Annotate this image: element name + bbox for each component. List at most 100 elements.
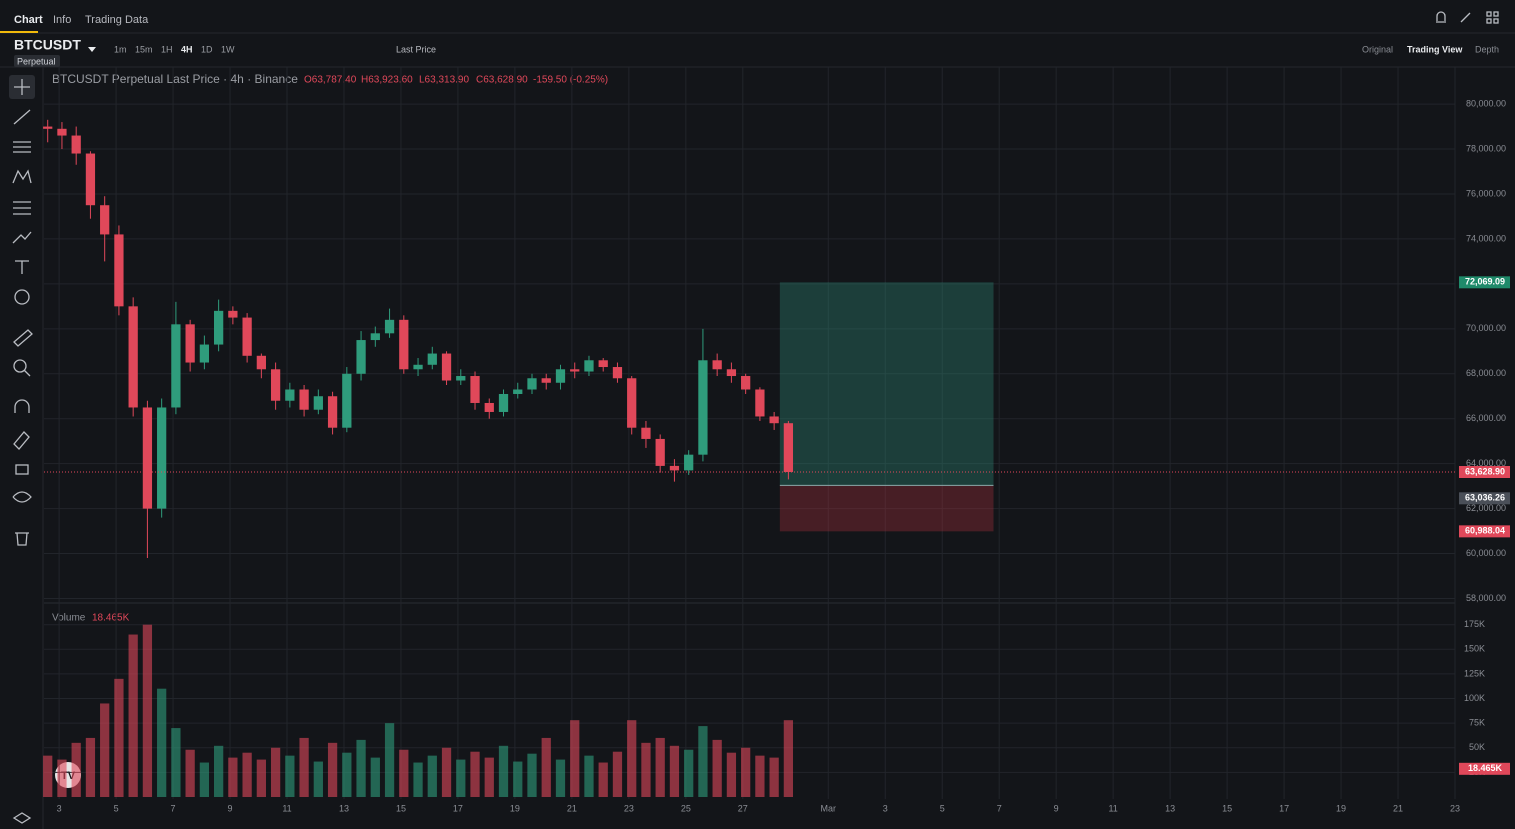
volume-bar: [356, 739, 366, 797]
interval[interactable]: 1H: [161, 44, 173, 54]
volume-bar: [370, 757, 380, 797]
candle-body: [669, 465, 680, 471]
y-tick-label: 58,000.00: [1466, 593, 1506, 603]
volume-bar: [513, 761, 523, 797]
candle-body: [342, 373, 352, 428]
candle-body: [228, 310, 238, 318]
volume-bar: [114, 678, 124, 797]
volume-bar: [783, 720, 794, 797]
x-tick-label: 7: [171, 803, 176, 813]
volume-bar: [299, 737, 309, 797]
candle-body: [441, 353, 452, 381]
x-tick-label: 9: [228, 803, 233, 813]
interval[interactable]: 4H: [181, 44, 193, 54]
volume-bar: [741, 747, 751, 797]
tab[interactable]: Info: [53, 14, 71, 26]
legend-high: H63,923.60: [361, 75, 413, 86]
candle-body: [527, 378, 537, 390]
volume-bar: [555, 759, 566, 797]
x-tick-label: 19: [510, 803, 520, 813]
volume-bar: [85, 737, 96, 797]
interval[interactable]: 1W: [221, 44, 235, 54]
interval[interactable]: 1D: [201, 44, 213, 54]
candle-body: [598, 360, 608, 368]
interval[interactable]: 15m: [135, 44, 153, 54]
volume-bar: [484, 757, 494, 797]
volume-bar: [171, 728, 181, 797]
candle-body: [285, 389, 295, 401]
price-type[interactable]: Last Price: [396, 44, 436, 54]
x-tick-label: 7: [997, 803, 1002, 813]
volume-bar: [142, 624, 153, 797]
volume-bar: [726, 752, 737, 797]
view[interactable]: Trading View: [1407, 44, 1463, 54]
symbol[interactable]: BTCUSDT: [14, 37, 81, 53]
candle-body: [698, 360, 708, 455]
x-tick-label: 13: [339, 803, 349, 813]
candle-body: [57, 128, 67, 136]
interval[interactable]: 1m: [114, 44, 127, 54]
volume-bar: [270, 747, 281, 797]
y-tick-label: 68,000.00: [1466, 368, 1506, 378]
candle-body: [627, 378, 637, 428]
tab[interactable]: Trading Data: [85, 14, 149, 26]
candle-body: [100, 205, 110, 235]
candle-body: [498, 393, 509, 412]
candle-body: [584, 360, 594, 372]
last-price-label-bg: [1459, 466, 1510, 479]
volume-bar: [71, 742, 81, 797]
candle-body: [684, 454, 694, 471]
volume-bar: [214, 745, 224, 797]
x-tick-label: 5: [940, 803, 945, 813]
y-tick-label: 64,000.00: [1466, 458, 1506, 468]
x-tick-label: 21: [567, 803, 577, 813]
volume-bar: [584, 755, 594, 797]
x-tick-label: 17: [1279, 803, 1289, 813]
candle-body: [128, 306, 138, 408]
market-badge: [14, 55, 60, 67]
candle-body: [570, 369, 580, 372]
tab[interactable]: Chart: [14, 14, 43, 26]
x-tick-label: 17: [453, 803, 463, 813]
candle-body: [270, 369, 281, 401]
y-tick-label: 78,000.00: [1466, 143, 1506, 153]
y2-tick-label: 175K: [1464, 619, 1485, 629]
y2-tick-label: 50K: [1469, 742, 1485, 752]
x-tick-label: 27: [738, 803, 748, 813]
candle-body: [655, 438, 665, 466]
candle-body: [427, 353, 437, 365]
candle-body: [413, 364, 423, 370]
candle-body: [43, 126, 53, 129]
volume-bar: [655, 737, 665, 797]
volume-bar: [684, 749, 694, 797]
x-tick-label: 5: [114, 803, 119, 813]
x-tick-label: 23: [624, 803, 634, 813]
candle-body: [712, 360, 722, 370]
candle-body: [384, 319, 395, 334]
candle-body: [327, 396, 338, 428]
market: Perpetual: [17, 56, 56, 66]
candle-body: [783, 423, 794, 473]
x-tick-label: 21: [1393, 803, 1403, 813]
y-tick-label: 62,000.00: [1466, 503, 1506, 513]
legend-change: -159.50 (-0.25%): [533, 75, 608, 86]
y2-tick-label: 150K: [1464, 644, 1485, 654]
volume-bar: [541, 737, 551, 797]
volume-bar: [570, 720, 580, 797]
x-tick-label: 15: [396, 803, 406, 813]
volume-bar: [399, 749, 409, 797]
view[interactable]: Original: [1362, 44, 1393, 54]
x-tick-label: 13: [1165, 803, 1175, 813]
intervals: 1m 15m 1H 4H 1D 1W: [114, 44, 235, 54]
x-tick-label: 3: [57, 803, 62, 813]
candle-body: [513, 389, 523, 394]
candle-body: [456, 376, 466, 381]
candle-body: [484, 402, 494, 412]
volume-bar: [598, 762, 608, 797]
candle-body: [313, 396, 323, 410]
legend-title: BTCUSDT Perpetual Last Price · 4h · Bina…: [52, 72, 298, 86]
x-tick-label: 11: [282, 803, 291, 813]
view[interactable]: Depth: [1475, 44, 1499, 54]
candle-body: [299, 389, 309, 410]
volume-axis-label-bg: [1459, 762, 1510, 775]
